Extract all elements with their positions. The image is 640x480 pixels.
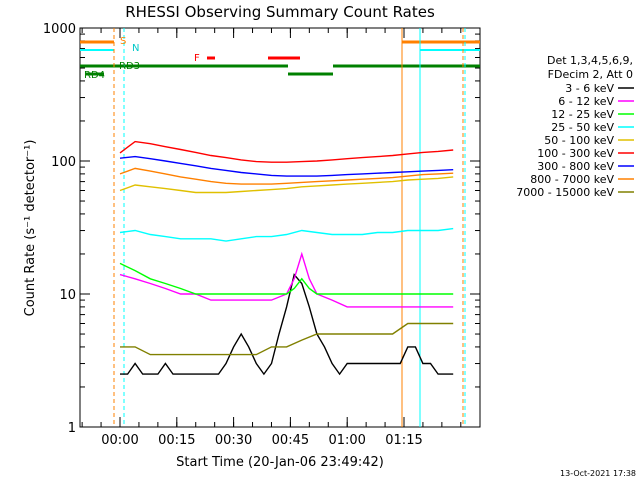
x-tick-label-0045: 00:45	[272, 433, 309, 448]
legend-header-line2: FDecim 2, Att 0	[548, 68, 633, 81]
x-tick-label-0015: 00:15	[158, 433, 195, 448]
flag-label-rd3: RD3	[119, 61, 140, 72]
y-tick-label-10: 10	[59, 288, 76, 303]
y-tick-label-1000: 1000	[43, 22, 76, 37]
series-line-300-800-kev	[119, 155, 454, 177]
legend-label-4: 50 - 100 keV	[544, 134, 614, 147]
y-tick-label-100: 100	[51, 155, 76, 170]
legend-label-7: 800 - 7000 keV	[530, 173, 614, 186]
x-tick-label-0100: 01:00	[328, 433, 365, 448]
flag-label-rd4: RD4	[84, 70, 105, 81]
series-line-800-7000-kev	[119, 167, 454, 185]
chart-title: RHESSI Observing Summary Count Rates	[125, 3, 435, 21]
plot-frame	[79, 27, 481, 428]
series-line-50-100-kev	[119, 176, 454, 194]
x-tick-label-0115: 01:15	[385, 433, 422, 448]
x-tick-label-0000: 00:00	[101, 433, 138, 448]
legend-label-2: 12 - 25 keV	[551, 108, 614, 121]
series-line-12-25-kev	[119, 262, 454, 295]
timestamp: 13-Oct-2021 17:38	[560, 469, 636, 478]
series-layer	[119, 140, 454, 376]
series-line-3-6-kev	[120, 273, 454, 376]
series-line-6-12-kev	[119, 251, 454, 308]
flag-label-s: S	[120, 36, 126, 47]
legend-label-8: 7000 - 15000 keV	[516, 186, 614, 199]
series-line-25-50-kev	[119, 227, 454, 242]
legend-label-5: 100 - 300 keV	[537, 147, 614, 160]
flag-label-f: F	[194, 53, 200, 64]
flag-lines	[80, 28, 480, 427]
x-axis-label: Start Time (20-Jan-06 23:49:42)	[176, 455, 384, 470]
legend-label-0: 3 - 6 keV	[565, 82, 614, 95]
flag-label-n: N	[132, 43, 139, 54]
series-line-100-300-kev	[119, 140, 454, 163]
series-line-7000-15000-kev	[120, 322, 454, 356]
legend: Det 1,3,4,5,6,9, FDecim 2, Att 0 3 - 6 k…	[516, 54, 634, 199]
legend-label-3: 25 - 50 keV	[551, 121, 614, 134]
x-tick-label-0030: 00:30	[215, 433, 252, 448]
legend-label-6: 300 - 800 keV	[537, 160, 614, 173]
y-axis-label: Count Rate (s⁻¹ detector⁻¹)	[23, 140, 38, 317]
y-tick-label-1: 1	[68, 421, 76, 436]
legend-header-line1: Det 1,3,4,5,6,9,	[547, 54, 633, 67]
legend-label-1: 6 - 12 keV	[558, 95, 614, 108]
axis-ticks	[80, 27, 480, 428]
